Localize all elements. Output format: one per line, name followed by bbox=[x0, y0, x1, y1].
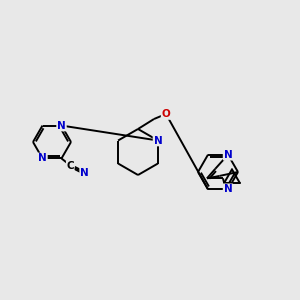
Text: N: N bbox=[57, 121, 66, 130]
Text: N: N bbox=[38, 154, 47, 164]
Text: C: C bbox=[66, 161, 74, 171]
Text: N: N bbox=[154, 136, 162, 146]
Text: N: N bbox=[224, 150, 232, 160]
Text: N: N bbox=[80, 168, 88, 178]
Text: N: N bbox=[224, 184, 232, 194]
Text: O: O bbox=[162, 109, 170, 119]
